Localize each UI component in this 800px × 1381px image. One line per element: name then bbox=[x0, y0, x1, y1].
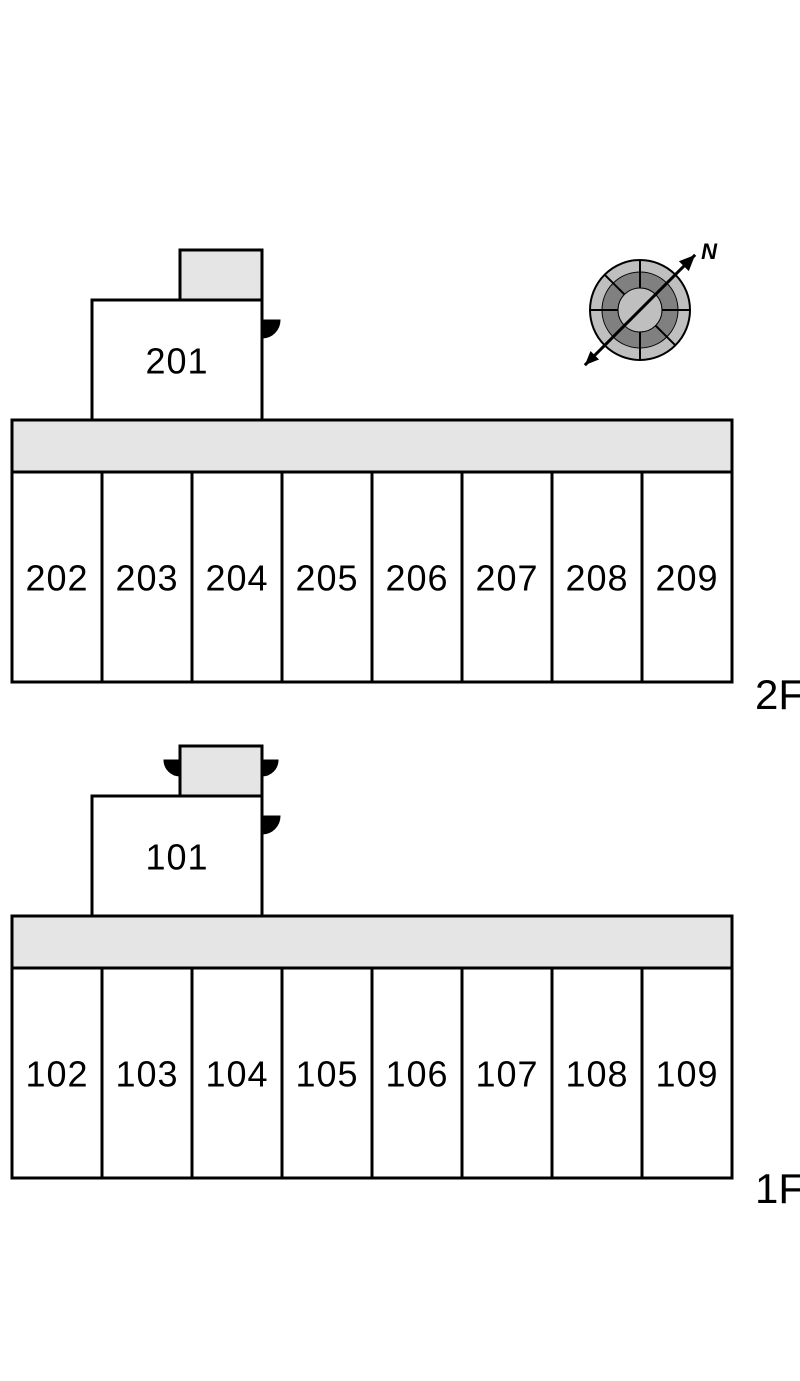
room-label-101: 101 bbox=[145, 837, 208, 878]
compass-icon: N bbox=[585, 239, 718, 365]
room-label-208: 208 bbox=[565, 558, 628, 599]
room-label-103: 103 bbox=[115, 1054, 178, 1095]
room-label-105: 105 bbox=[295, 1054, 358, 1095]
room-label-205: 205 bbox=[295, 558, 358, 599]
stair-box bbox=[180, 250, 262, 300]
room-label-204: 204 bbox=[205, 558, 268, 599]
room-label-202: 202 bbox=[25, 558, 88, 599]
room-label-107: 107 bbox=[475, 1054, 538, 1095]
hallway bbox=[12, 420, 732, 472]
room-label-104: 104 bbox=[205, 1054, 268, 1095]
room-label-109: 109 bbox=[655, 1054, 718, 1095]
floorplan-svg: N 201 202 203 204 205 206 207 208 209 2F 101 102 103 1… bbox=[0, 0, 800, 1381]
hallway bbox=[12, 916, 732, 968]
room-label-108: 108 bbox=[565, 1054, 628, 1095]
compass-label: N bbox=[701, 239, 718, 264]
stair-box bbox=[180, 746, 262, 796]
room-label-207: 207 bbox=[475, 558, 538, 599]
floor-label-2F: 2F bbox=[755, 671, 800, 718]
room-label-102: 102 bbox=[25, 1054, 88, 1095]
floor-label-1F: 1F bbox=[755, 1165, 800, 1212]
room-label-209: 209 bbox=[655, 558, 718, 599]
room-label-201: 201 bbox=[145, 341, 208, 382]
floorplan-canvas: N 201 202 203 204 205 206 207 208 209 2F 101 102 103 1… bbox=[0, 0, 800, 1381]
room-label-106: 106 bbox=[385, 1054, 448, 1095]
room-label-203: 203 bbox=[115, 558, 178, 599]
room-label-206: 206 bbox=[385, 558, 448, 599]
